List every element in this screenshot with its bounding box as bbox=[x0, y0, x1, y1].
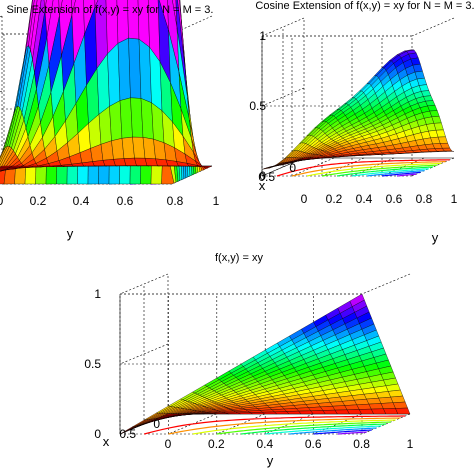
y-axis-label: y bbox=[432, 230, 439, 245]
x-tick-label: 0.5 bbox=[119, 427, 136, 441]
surface-mesh bbox=[261, 49, 455, 170]
contour-line bbox=[321, 164, 438, 177]
surface-mesh bbox=[119, 293, 411, 435]
cosine-extension-panel: Cosine Extension of f(x,y) = xy for N = … bbox=[249, 0, 474, 245]
y-tick-label: 0 bbox=[165, 437, 172, 451]
y-tick-label: 0.4 bbox=[356, 192, 373, 206]
chart-title: Sine Extension of f(x,y) = xy for N = M … bbox=[7, 4, 214, 16]
surface-patch bbox=[43, 0, 47, 11]
z-tick-label: 0.5 bbox=[249, 99, 266, 113]
contour-line bbox=[366, 170, 425, 177]
x-axis-label: x bbox=[103, 434, 110, 449]
surface-patch bbox=[444, 150, 455, 152]
z-tick-label: 0 bbox=[94, 427, 101, 441]
contour-line bbox=[351, 168, 429, 177]
contour-line bbox=[336, 166, 434, 177]
x-tick-label: 0 bbox=[153, 417, 160, 431]
x-axis-label: x bbox=[259, 178, 266, 193]
contour-line bbox=[265, 425, 382, 435]
x-tick-label: 0.5 bbox=[258, 170, 275, 184]
contour-line bbox=[192, 419, 396, 435]
z-tick-label: 1 bbox=[259, 29, 266, 43]
y-axis-label: y bbox=[67, 226, 74, 241]
y-tick-label: 0.2 bbox=[30, 194, 47, 208]
y-tick-label: 0.4 bbox=[256, 437, 273, 451]
sine-extension-panel: Sine Extension of f(x,y) = xy for N = M … bbox=[0, 0, 220, 241]
contour-line bbox=[168, 417, 401, 435]
y-tick-label: 0 bbox=[301, 192, 308, 206]
surface-patch bbox=[395, 407, 411, 415]
contour-line bbox=[291, 161, 446, 177]
surface-patch bbox=[28, 0, 38, 51]
z-tick-label: 0.5 bbox=[84, 357, 101, 371]
surface-patch bbox=[26, 0, 35, 48]
contour-line bbox=[144, 415, 406, 435]
contour-line bbox=[216, 421, 391, 435]
contour-line bbox=[337, 431, 367, 435]
y-tick-label: 0.6 bbox=[305, 437, 322, 451]
contour-line bbox=[306, 162, 442, 177]
y-tick-label: 0.8 bbox=[353, 437, 370, 451]
y-tick-label: 1 bbox=[213, 194, 220, 208]
y-tick-label: 0.2 bbox=[326, 192, 343, 206]
surface-patch bbox=[390, 395, 406, 403]
contour-lines bbox=[276, 159, 450, 177]
chart-title: Cosine Extension of f(x,y) = xy for N = … bbox=[255, 0, 474, 12]
surface-patch bbox=[199, 165, 213, 168]
contour-line bbox=[289, 427, 377, 435]
x-tick-label: 0 bbox=[289, 161, 296, 175]
xy-surface-panel: f(x,y) = xy 0 0.2 0.4 0.6 0.8 1 y 0 0.5 1 0 0.5 x bbox=[84, 252, 413, 468]
y-tick-label: 0.6 bbox=[386, 192, 403, 206]
y-axis-label: y bbox=[267, 453, 274, 468]
chart-title: f(x,y) = xy bbox=[215, 252, 263, 264]
surface-patch bbox=[392, 401, 408, 409]
y-tick-label: 0 bbox=[0, 194, 4, 208]
contour-line bbox=[313, 429, 372, 435]
contour-line bbox=[276, 159, 450, 177]
y-tick-label: 0.2 bbox=[208, 437, 225, 451]
y-tick-label: 0.6 bbox=[117, 194, 134, 208]
y-tick-label: 1 bbox=[407, 437, 414, 451]
y-tick-label: 0.4 bbox=[73, 194, 90, 208]
contour-line bbox=[397, 173, 417, 177]
surface-patch bbox=[44, 0, 54, 38]
contour-line bbox=[240, 423, 387, 435]
surface-mesh bbox=[0, 0, 213, 185]
z-tick-label: 0 bbox=[259, 169, 266, 183]
y-tick-label: 1 bbox=[451, 192, 458, 206]
contour-lines bbox=[144, 415, 406, 435]
z-tick-label: 1 bbox=[94, 287, 101, 301]
contour-line bbox=[381, 171, 421, 177]
y-tick-label: 0.8 bbox=[416, 192, 433, 206]
y-tick-label: 0.8 bbox=[167, 194, 184, 208]
